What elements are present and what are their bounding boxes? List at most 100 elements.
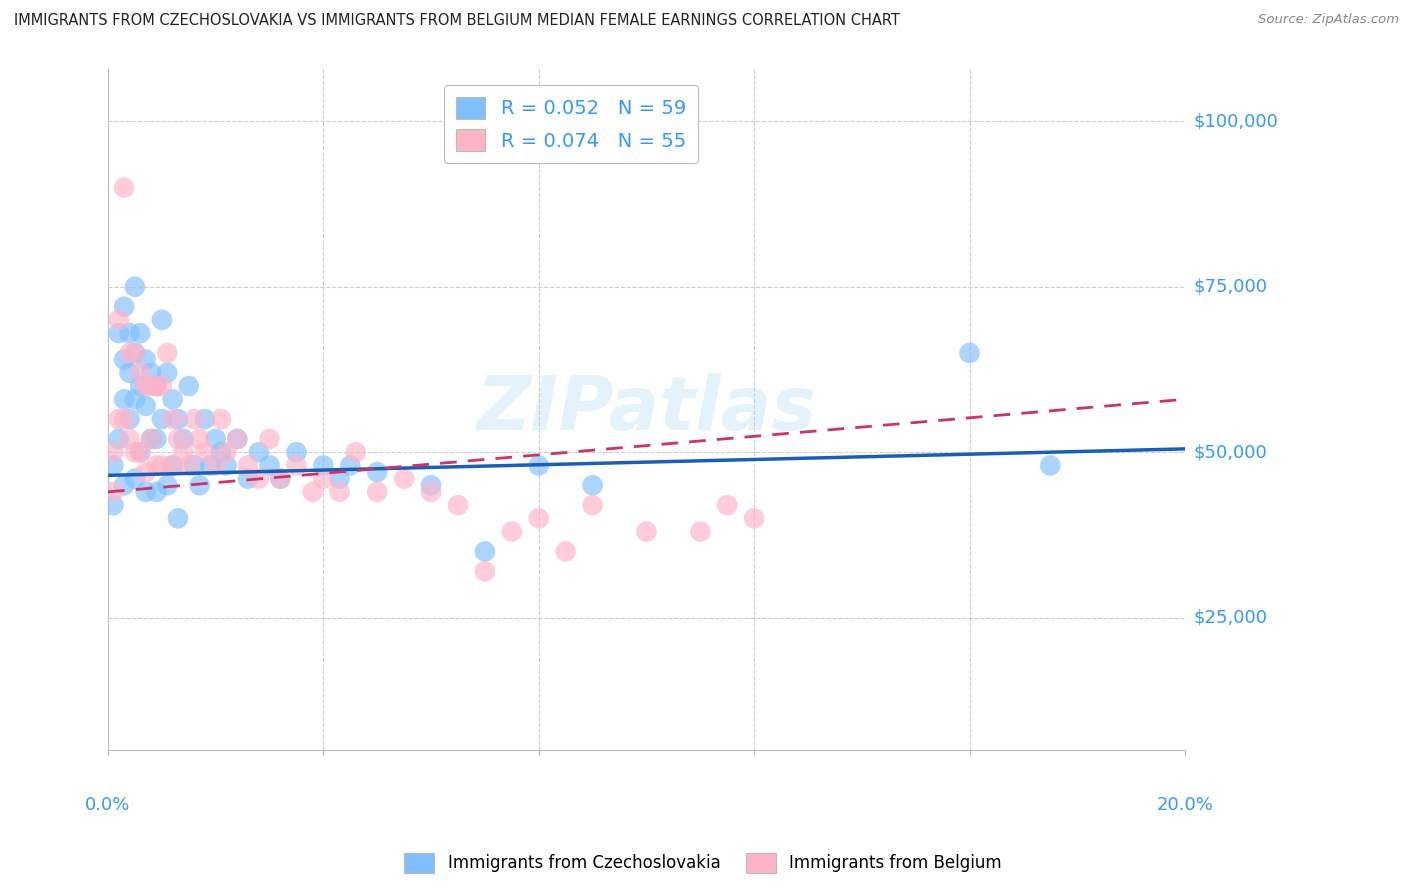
Point xyxy=(124,346,146,360)
Point xyxy=(167,432,190,446)
Point xyxy=(527,511,550,525)
Point xyxy=(209,445,232,459)
Point xyxy=(112,300,135,314)
Text: 20.0%: 20.0% xyxy=(1157,797,1213,814)
Point xyxy=(366,484,388,499)
Point xyxy=(118,432,141,446)
Legend: Immigrants from Czechoslovakia, Immigrants from Belgium: Immigrants from Czechoslovakia, Immigran… xyxy=(398,847,1008,880)
Point xyxy=(554,544,576,558)
Point xyxy=(156,346,179,360)
Point xyxy=(285,458,308,473)
Point xyxy=(135,399,157,413)
Point xyxy=(145,379,167,393)
Point xyxy=(301,484,323,499)
Point xyxy=(135,484,157,499)
Text: $75,000: $75,000 xyxy=(1194,277,1268,296)
Point xyxy=(103,498,125,512)
Point xyxy=(209,412,232,426)
Point xyxy=(183,412,205,426)
Point xyxy=(145,432,167,446)
Point xyxy=(107,326,129,340)
Point xyxy=(474,544,496,558)
Point xyxy=(139,432,162,446)
Point xyxy=(188,478,211,492)
Point xyxy=(167,511,190,525)
Point xyxy=(183,458,205,473)
Point xyxy=(194,412,217,426)
Point xyxy=(716,498,738,512)
Text: IMMIGRANTS FROM CZECHOSLOVAKIA VS IMMIGRANTS FROM BELGIUM MEDIAN FEMALE EARNINGS: IMMIGRANTS FROM CZECHOSLOVAKIA VS IMMIGR… xyxy=(14,13,900,29)
Point xyxy=(226,432,249,446)
Point xyxy=(129,445,152,459)
Point xyxy=(312,472,335,486)
Point xyxy=(1039,458,1062,473)
Point xyxy=(474,564,496,578)
Point xyxy=(145,484,167,499)
Text: Source: ZipAtlas.com: Source: ZipAtlas.com xyxy=(1258,13,1399,27)
Text: 0.0%: 0.0% xyxy=(86,797,131,814)
Point xyxy=(150,412,173,426)
Point xyxy=(129,326,152,340)
Point xyxy=(172,432,194,446)
Point xyxy=(581,478,603,492)
Point xyxy=(366,465,388,479)
Point xyxy=(118,346,141,360)
Point xyxy=(124,392,146,407)
Point xyxy=(150,313,173,327)
Point xyxy=(194,445,217,459)
Point xyxy=(689,524,711,539)
Point xyxy=(285,445,308,459)
Point xyxy=(636,524,658,539)
Legend: R = 0.052   N = 59, R = 0.074   N = 55: R = 0.052 N = 59, R = 0.074 N = 55 xyxy=(444,85,697,163)
Point xyxy=(236,472,259,486)
Point xyxy=(129,366,152,380)
Point xyxy=(150,379,173,393)
Point xyxy=(156,478,179,492)
Point xyxy=(135,352,157,367)
Point xyxy=(150,458,173,473)
Point xyxy=(200,458,222,473)
Point xyxy=(112,352,135,367)
Point xyxy=(124,280,146,294)
Point xyxy=(226,432,249,446)
Point xyxy=(124,445,146,459)
Point xyxy=(118,412,141,426)
Point xyxy=(124,346,146,360)
Point xyxy=(118,326,141,340)
Point xyxy=(162,412,184,426)
Point xyxy=(215,458,238,473)
Point xyxy=(259,432,281,446)
Point xyxy=(420,478,443,492)
Point xyxy=(247,445,270,459)
Point xyxy=(959,346,981,360)
Point xyxy=(139,379,162,393)
Point xyxy=(135,465,157,479)
Point xyxy=(162,458,184,473)
Point xyxy=(177,458,200,473)
Point xyxy=(188,432,211,446)
Point xyxy=(247,472,270,486)
Point xyxy=(112,180,135,194)
Point xyxy=(392,472,415,486)
Point xyxy=(162,392,184,407)
Point xyxy=(112,392,135,407)
Point xyxy=(447,498,470,512)
Point xyxy=(581,498,603,512)
Point xyxy=(118,366,141,380)
Point xyxy=(204,432,226,446)
Point xyxy=(312,458,335,473)
Point xyxy=(742,511,765,525)
Point xyxy=(344,445,367,459)
Point xyxy=(162,458,184,473)
Point xyxy=(145,458,167,473)
Point xyxy=(167,412,190,426)
Point xyxy=(204,458,226,473)
Text: $100,000: $100,000 xyxy=(1194,112,1278,130)
Point xyxy=(215,445,238,459)
Point xyxy=(107,313,129,327)
Text: $25,000: $25,000 xyxy=(1194,608,1268,626)
Point xyxy=(259,458,281,473)
Point xyxy=(107,432,129,446)
Point xyxy=(501,524,523,539)
Point xyxy=(107,412,129,426)
